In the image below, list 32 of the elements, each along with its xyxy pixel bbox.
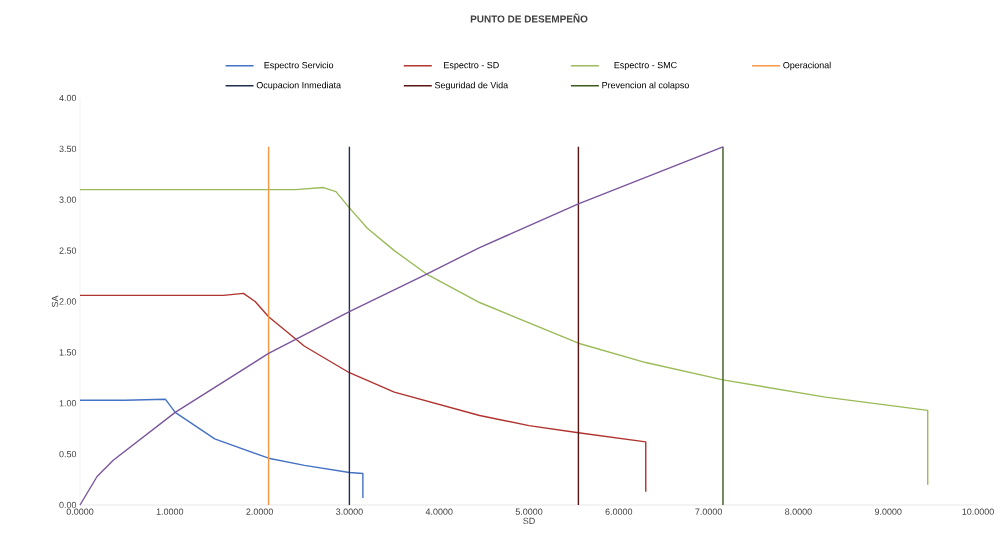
line-series (79, 398, 364, 499)
line-series (79, 146, 724, 506)
legend-label: Operacional (783, 61, 831, 71)
y-axis-title: SA (51, 295, 59, 308)
y-tick-label: 1.00 (59, 400, 77, 407)
x-tick-label: 9.0000 (874, 508, 902, 515)
x-axis-title: SD (523, 517, 535, 525)
legend-label: Espectro - SMC (614, 61, 677, 71)
x-tick-label: 1.0000 (156, 508, 184, 515)
x-tick-label: 2.0000 (246, 508, 273, 515)
y-tick-label: 1.50 (59, 349, 77, 356)
legend-label: Prevencion al colapso (602, 81, 689, 91)
x-tick-label: 7.0000 (695, 508, 722, 515)
legend-label: Espectro Servicio (264, 61, 334, 71)
y-tick-label: 2.50 (59, 247, 77, 254)
x-tick-label: 3.0000 (336, 508, 363, 515)
y-tick-label: 0.50 (59, 450, 77, 458)
y-tick-label: 4.00 (59, 94, 77, 102)
x-tick-label: 8.0000 (785, 508, 812, 515)
legend-label: Ocupacion Inmediata (256, 81, 342, 91)
legend-label: Seguridad de Vida (434, 81, 509, 91)
y-tick-label: 3.00 (59, 196, 77, 203)
chart-title: PUNTO DE DESEMPEÑO (470, 13, 588, 23)
legend-label: Espectro - SD (444, 61, 499, 71)
y-tick-label: 2.00 (59, 298, 77, 305)
y-tick-label: 0.00 (59, 501, 77, 509)
x-tick-label: 6.0000 (605, 508, 633, 515)
x-tick-label: 0.0000 (66, 508, 94, 515)
x-tick-label: 5.0000 (515, 508, 543, 515)
y-tick-label: 3.50 (59, 145, 77, 153)
x-tick-label: 4.0000 (425, 508, 453, 515)
x-tick-label: 10.0000 (962, 508, 994, 515)
